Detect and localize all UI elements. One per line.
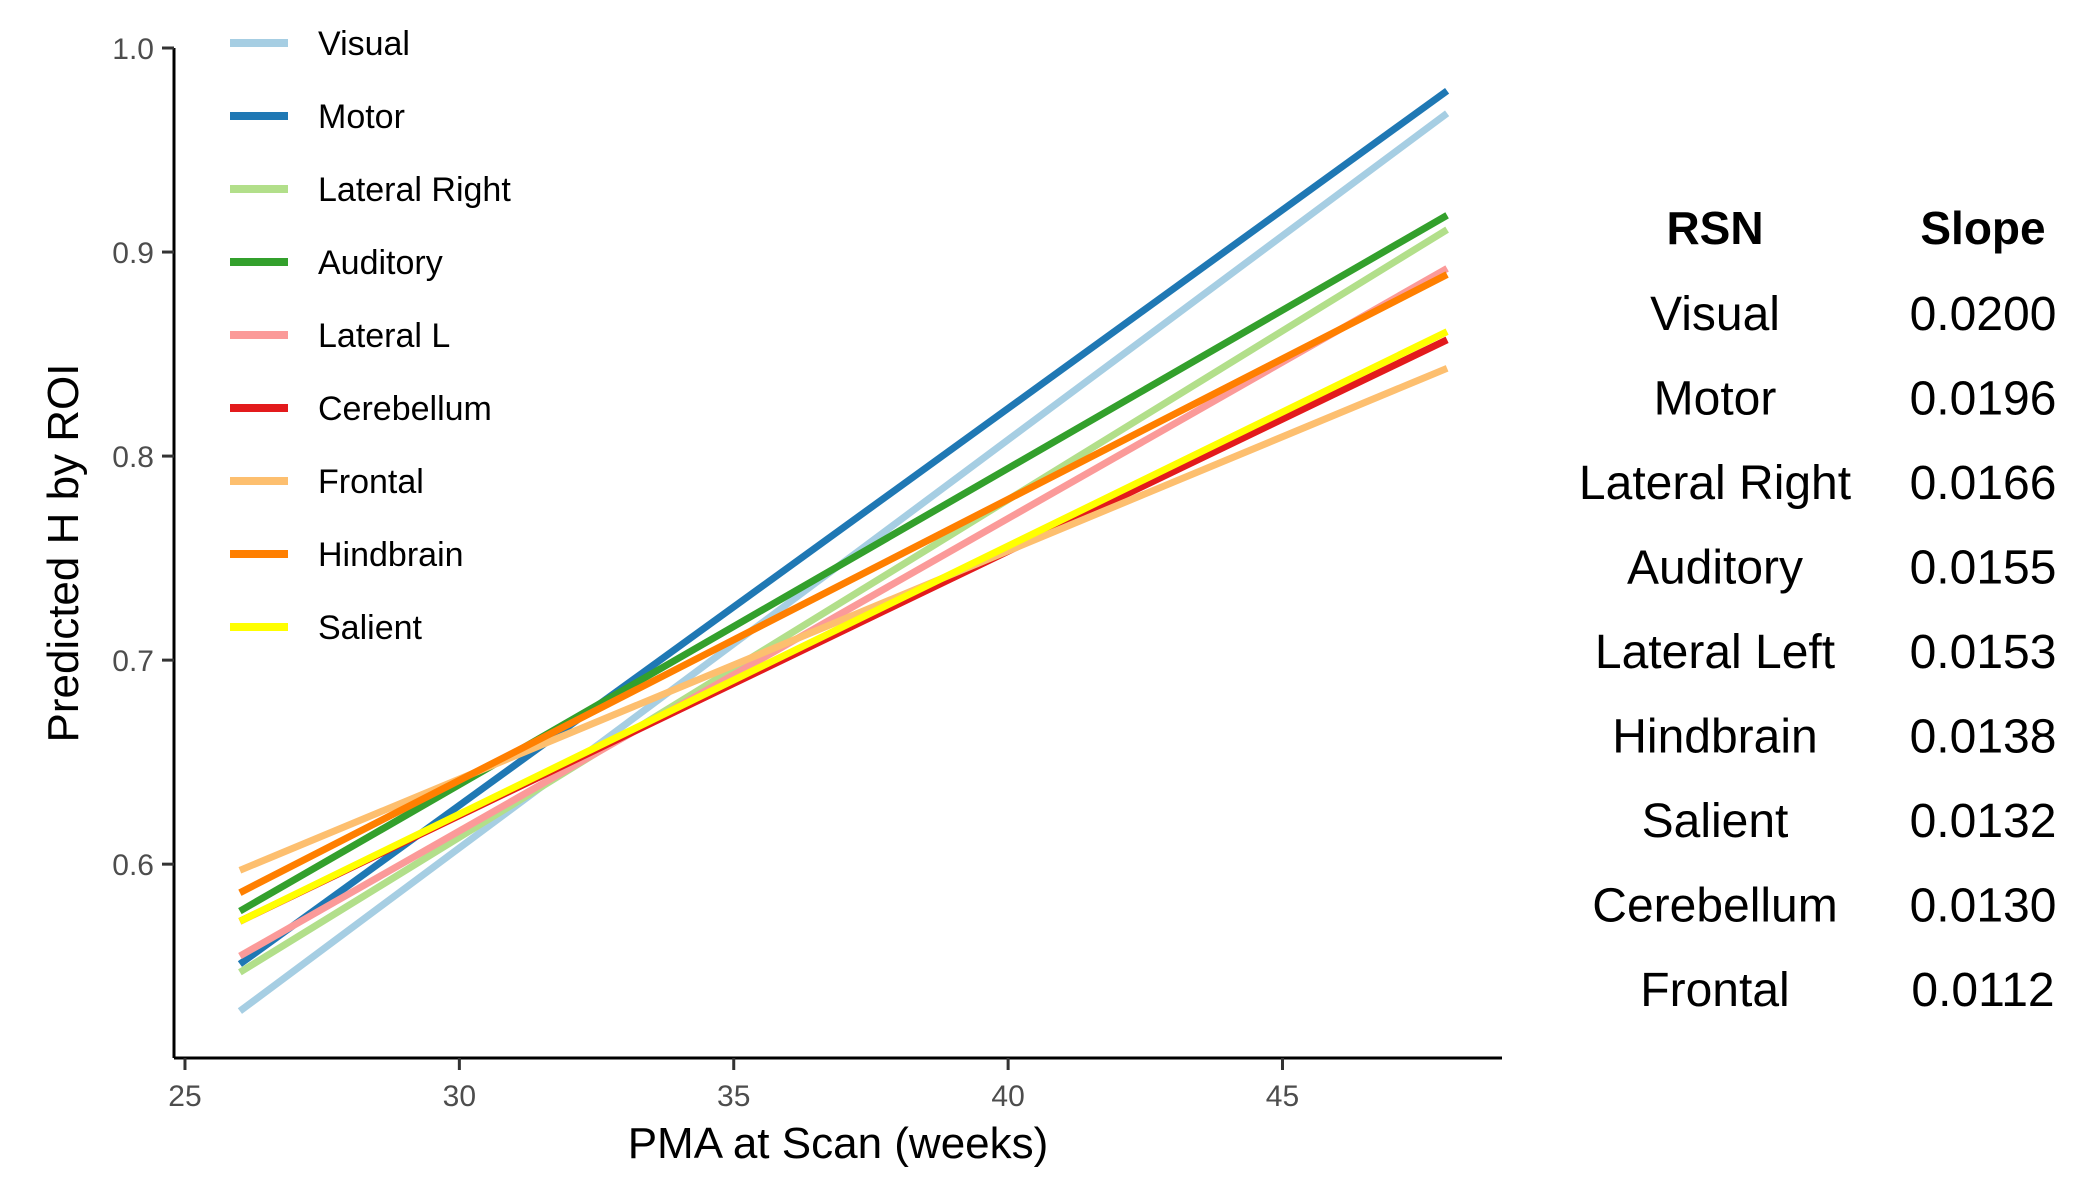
table-cell-rsn: Hindbrain	[1612, 711, 1817, 764]
legend-label-salient: Salient	[318, 609, 423, 647]
table-cell-rsn: Motor	[1654, 373, 1777, 426]
y-axis-title: Predicted H by ROI	[39, 363, 88, 742]
y-tick-label: 0.9	[112, 237, 154, 270]
table-cell-slope: 0.0196	[1910, 373, 2057, 426]
legend-label-frontal: Frontal	[318, 463, 424, 501]
table-cell-slope: 0.0155	[1910, 542, 2057, 595]
x-tick-label: 40	[991, 1080, 1024, 1113]
x-tick-label: 45	[1266, 1080, 1299, 1113]
legend-label-hindbrain: Hindbrain	[318, 536, 464, 574]
table-cell-rsn: Cerebellum	[1592, 880, 1837, 933]
table-rows: Visual 0.0200 Motor 0.0196 Lateral Right 0.01…	[1579, 288, 2056, 1017]
table-cell-rsn: Lateral Left	[1595, 626, 1835, 679]
y-tick-label: 1.0	[112, 33, 154, 66]
series-line-lateral-right	[238, 226, 1449, 976]
table-cell-rsn: Lateral Right	[1579, 457, 1851, 510]
table-cell-slope: 0.0138	[1910, 711, 2057, 764]
legend: Visual Motor Lateral Right Auditory Lateral …	[230, 25, 511, 647]
axes	[172, 48, 1502, 1060]
series-line-salient	[238, 328, 1449, 925]
series-line-auditory	[238, 212, 1449, 915]
table-cell-slope: 0.0153	[1910, 626, 2057, 679]
y-tick-label: 0.6	[112, 849, 154, 882]
table-cell-rsn: Visual	[1650, 288, 1780, 341]
table-cell-slope: 0.0166	[1910, 457, 2057, 510]
x-axis-title: PMA at Scan (weeks)	[628, 1119, 1049, 1168]
y-tick-label: 0.8	[112, 441, 154, 474]
series-line-motor	[237, 87, 1450, 967]
legend-label-motor: Motor	[318, 98, 405, 136]
series-line-hindbrain	[238, 271, 1449, 896]
x-tick-label: 30	[443, 1080, 476, 1113]
table-cell-slope: 0.0112	[1911, 964, 2054, 1017]
x-tick-label: 35	[717, 1080, 750, 1113]
legend-label-visual: Visual	[318, 25, 410, 63]
legend-label-cerebellum: Cerebellum	[318, 390, 492, 428]
series-line-lateral-l	[238, 265, 1449, 960]
legend-label-lateral-right: Lateral Right	[318, 171, 511, 209]
table-cell-rsn: Auditory	[1627, 542, 1803, 595]
table-cell-slope: 0.0132	[1910, 795, 2057, 848]
table-cell-slope: 0.0130	[1910, 880, 2057, 933]
legend-label-auditory: Auditory	[318, 244, 443, 282]
table-cell-slope: 0.0200	[1910, 288, 2057, 341]
y-tick-label: 0.7	[112, 645, 154, 678]
y-ticks: 0.6 0.7 0.8 0.9 1.0	[112, 33, 174, 882]
x-tick-label: 25	[168, 1080, 201, 1113]
x-ticks: 25 30 35 40 45	[168, 1058, 1299, 1113]
table-cell-rsn: Frontal	[1640, 964, 1789, 1017]
legend-label-lateral-l: Lateral L	[318, 317, 450, 355]
table-header-rsn: RSN	[1666, 202, 1763, 254]
plot-lines	[237, 87, 1450, 1014]
slope-table: RSN Slope Visual 0.0200 Motor 0.0196 Lateral…	[1579, 202, 2056, 1017]
table-cell-rsn: Salient	[1642, 795, 1789, 848]
table-header-slope: Slope	[1920, 202, 2045, 254]
